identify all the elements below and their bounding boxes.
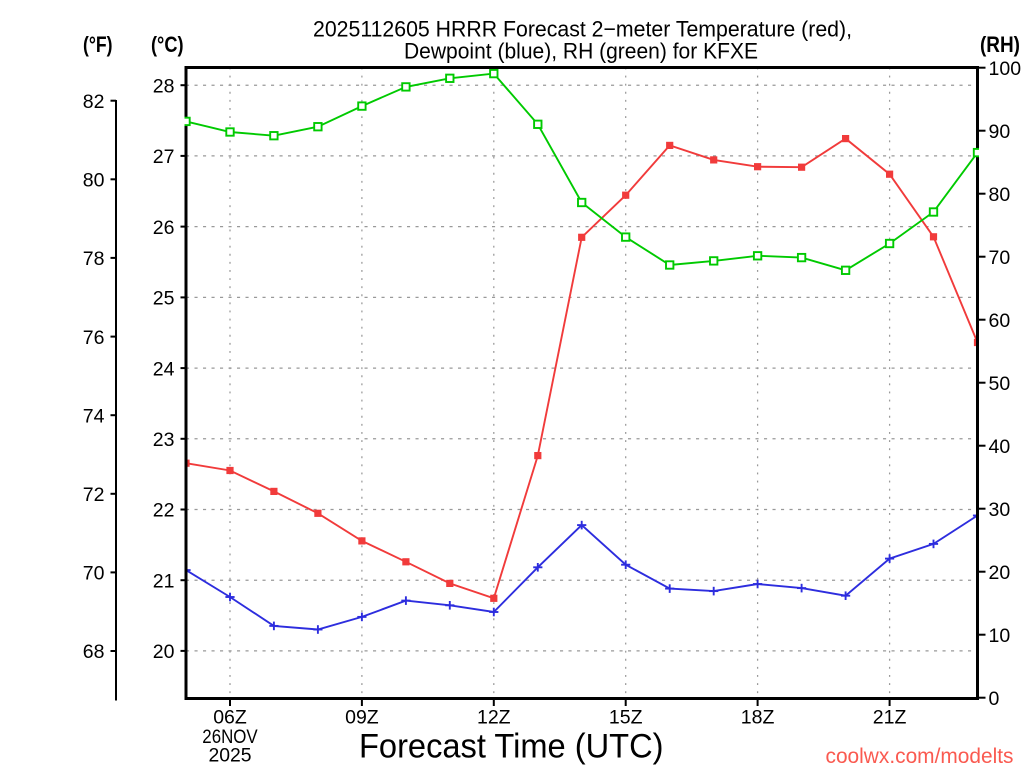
svg-text:50: 50 xyxy=(989,373,1011,395)
svg-text:74: 74 xyxy=(83,405,105,427)
svg-text:27: 27 xyxy=(153,146,175,168)
svg-text:90: 90 xyxy=(989,121,1011,143)
svg-text:28: 28 xyxy=(153,75,175,97)
svg-text:10: 10 xyxy=(989,625,1011,647)
svg-text:40: 40 xyxy=(989,436,1011,458)
svg-text:coolwx.com/modelts: coolwx.com/modelts xyxy=(826,745,1014,768)
svg-text:Forecast Time (UTC): Forecast Time (UTC) xyxy=(359,728,664,766)
svg-text:70: 70 xyxy=(989,247,1011,269)
svg-text:76: 76 xyxy=(83,327,105,349)
svg-text:Dewpoint (blue), RH (green) fo: Dewpoint (blue), RH (green) for KFXE xyxy=(404,38,758,63)
svg-text:(°C): (°C) xyxy=(151,32,184,57)
svg-text:2025: 2025 xyxy=(208,745,251,767)
svg-text:06Z: 06Z xyxy=(213,707,247,729)
svg-text:26: 26 xyxy=(153,217,175,239)
svg-text:70: 70 xyxy=(83,563,105,585)
svg-text:100: 100 xyxy=(989,58,1022,80)
svg-text:26NOV: 26NOV xyxy=(202,726,257,748)
svg-text:30: 30 xyxy=(989,499,1011,521)
svg-text:09Z: 09Z xyxy=(345,707,379,729)
svg-text:0: 0 xyxy=(989,688,1000,710)
svg-text:15Z: 15Z xyxy=(609,707,643,729)
svg-text:23: 23 xyxy=(153,429,175,451)
svg-text:(°F): (°F) xyxy=(83,32,113,57)
svg-text:22: 22 xyxy=(153,500,175,522)
svg-text:(RH): (RH) xyxy=(980,32,1020,57)
svg-text:25: 25 xyxy=(153,288,175,310)
svg-text:18Z: 18Z xyxy=(741,707,775,729)
svg-text:21: 21 xyxy=(153,570,175,592)
svg-text:68: 68 xyxy=(83,641,105,663)
svg-text:21Z: 21Z xyxy=(873,707,907,729)
svg-text:80: 80 xyxy=(989,184,1011,206)
svg-text:80: 80 xyxy=(83,170,105,192)
svg-text:24: 24 xyxy=(153,358,175,380)
svg-text:12Z: 12Z xyxy=(477,707,511,729)
svg-text:72: 72 xyxy=(83,484,105,506)
svg-text:20: 20 xyxy=(153,641,175,663)
svg-text:20: 20 xyxy=(989,562,1011,584)
svg-text:82: 82 xyxy=(83,91,105,113)
svg-text:78: 78 xyxy=(83,248,105,270)
svg-text:60: 60 xyxy=(989,310,1011,332)
svg-text:2025112605 HRRR Forecast 2−met: 2025112605 HRRR Forecast 2−meter Tempera… xyxy=(313,17,852,42)
